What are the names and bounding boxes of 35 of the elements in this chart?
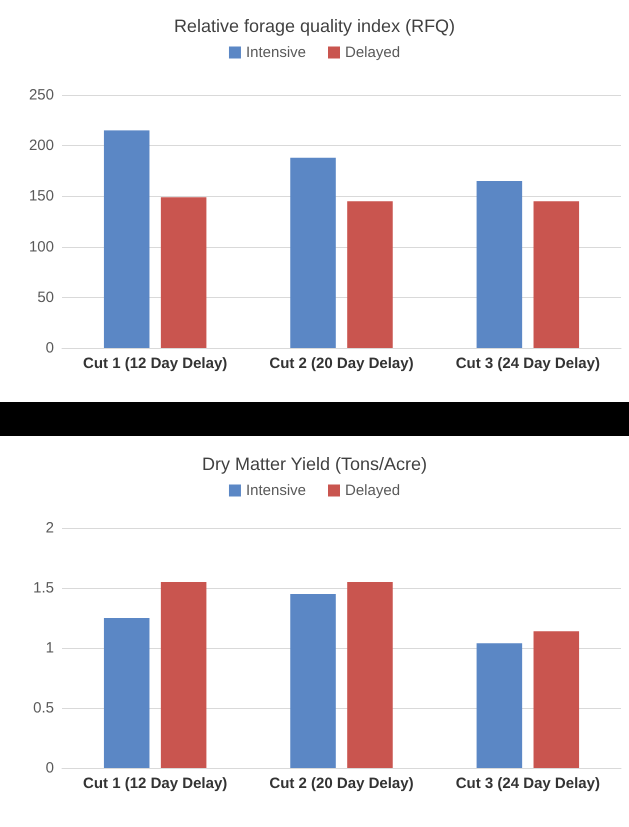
y-tick-label: 0.5 (33, 700, 54, 716)
bar (290, 594, 336, 768)
legend-label: Intensive (246, 44, 306, 61)
bar (347, 201, 393, 348)
bar (160, 197, 206, 348)
x-tick-label: Cut 2 (20 Day Delay) (269, 355, 414, 372)
bar (534, 631, 580, 768)
y-tick-label: 2 (46, 520, 54, 536)
x-tick-label: Cut 1 (12 Day Delay) (83, 355, 228, 372)
bar (476, 181, 522, 348)
bar (160, 582, 206, 768)
y-tick-label: 0 (46, 340, 54, 356)
legend-label: Delayed (345, 44, 400, 61)
x-tick-label: Cut 3 (24 Day Delay) (456, 355, 600, 372)
y-tick-label: 200 (28, 137, 54, 154)
chart-title: Relative forage quality index (RFQ) (174, 16, 456, 36)
x-tick-label: Cut 2 (20 Day Delay) (269, 775, 414, 792)
bar (534, 201, 580, 348)
bar (347, 582, 393, 768)
chart-title: Dry Matter Yield (Tons/Acre) (202, 454, 428, 474)
y-tick-label: 1 (46, 640, 54, 656)
y-tick-label: 100 (28, 238, 54, 256)
y-tick-label: 150 (28, 188, 54, 205)
bar (290, 158, 336, 348)
legend-label: Delayed (345, 482, 400, 499)
bar (104, 618, 150, 768)
y-tick-label: 0 (46, 760, 54, 776)
legend-label: Intensive (246, 482, 306, 499)
x-tick-label: Cut 1 (12 Day Delay) (83, 775, 228, 792)
y-tick-label: 50 (37, 288, 54, 306)
x-tick-label: Cut 3 (24 Day Delay) (456, 775, 600, 792)
bar (104, 130, 150, 348)
y-tick-label: 250 (28, 86, 54, 104)
bar (476, 643, 522, 768)
y-tick-label: 1.5 (33, 580, 54, 596)
